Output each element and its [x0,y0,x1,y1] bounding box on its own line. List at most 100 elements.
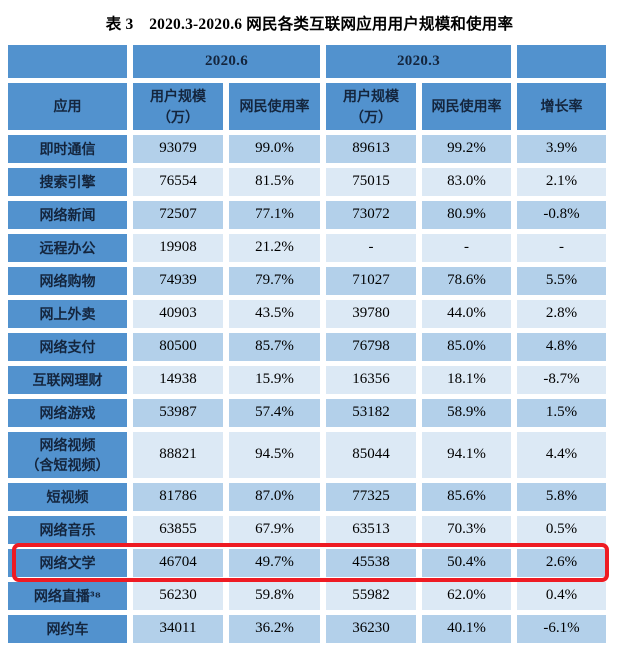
cell-usage-rate-2020-6: 59.8% [229,582,320,610]
table-caption: 表 3 2020.3-2020.6 网民各类互联网应用用户规模和使用率 [105,16,514,33]
header-period-2020-3: 2020.3 [326,45,511,78]
cell-user-scale-2020-3: 53182 [326,399,416,427]
cell-user-scale-2020-3: 85044 [326,432,416,478]
row-app-label: 网络文学 [8,549,127,577]
cell-growth-rate: 0.4% [517,582,606,610]
cell-user-scale-2020-3: 76798 [326,333,416,361]
row-app-label: 网络游戏 [8,399,127,427]
row-app-label: 网络新闻 [8,201,127,229]
cell-user-scale-2020-6: 46704 [133,549,223,577]
cell-user-scale-2020-3: 71027 [326,267,416,295]
row-app-label: 网络支付 [8,333,127,361]
header-corner-right [517,45,606,78]
cell-usage-rate-2020-3: 99.2% [422,135,511,163]
cell-user-scale-2020-3: 89613 [326,135,416,163]
cell-usage-rate-2020-3: 18.1% [422,366,511,394]
row-app-label: 网约车 [8,615,127,643]
cell-usage-rate-2020-3: 94.1% [422,432,511,478]
row-app-label: 即时通信 [8,135,127,163]
row-app-label: 远程办公 [8,234,127,262]
cell-usage-rate-2020-3: 85.6% [422,483,511,511]
cell-user-scale-2020-3: 16356 [326,366,416,394]
cell-user-scale-2020-6: 76554 [133,168,223,196]
row-app-label: 网络视频 （含短视频） [8,432,127,478]
header-corner-left [8,45,127,78]
cell-user-scale-2020-3: 77325 [326,483,416,511]
cell-user-scale-2020-6: 74939 [133,267,223,295]
row-app-label: 网络购物 [8,267,127,295]
header-user-scale-2020-3: 用户规模 （万） [326,83,416,130]
cell-growth-rate: 5.8% [517,483,606,511]
cell-user-scale-2020-6: 63855 [133,516,223,544]
cell-user-scale-2020-6: 72507 [133,201,223,229]
cell-usage-rate-2020-6: 99.0% [229,135,320,163]
cell-usage-rate-2020-6: 85.7% [229,333,320,361]
cell-user-scale-2020-6: 34011 [133,615,223,643]
app-usage-table: 2020.6 2020.3 应用 用户规模 （万） 网民使用率 用户规模 （万）… [8,45,606,643]
cell-usage-rate-2020-3: 44.0% [422,300,511,328]
row-app-label: 网络直播³⁸ [8,582,127,610]
header-user-scale-2020-6: 用户规模 （万） [133,83,223,130]
cell-user-scale-2020-3: - [326,234,416,262]
row-app-label: 短视频 [8,483,127,511]
cell-user-scale-2020-6: 81786 [133,483,223,511]
cell-usage-rate-2020-3: 40.1% [422,615,511,643]
cell-growth-rate: 3.9% [517,135,606,163]
cell-user-scale-2020-6: 88821 [133,432,223,478]
cell-usage-rate-2020-6: 94.5% [229,432,320,478]
header-usage-rate-2020-6: 网民使用率 [229,83,320,130]
cell-growth-rate: 2.1% [517,168,606,196]
cell-usage-rate-2020-3: 80.9% [422,201,511,229]
cell-usage-rate-2020-6: 57.4% [229,399,320,427]
header-usage-rate-2020-3: 网民使用率 [422,83,511,130]
cell-usage-rate-2020-3: - [422,234,511,262]
cell-usage-rate-2020-6: 81.5% [229,168,320,196]
cell-usage-rate-2020-6: 36.2% [229,615,320,643]
cell-user-scale-2020-3: 63513 [326,516,416,544]
cell-growth-rate: -0.8% [517,201,606,229]
cell-growth-rate: -8.7% [517,366,606,394]
cell-growth-rate: -6.1% [517,615,606,643]
cell-user-scale-2020-6: 56230 [133,582,223,610]
cell-growth-rate: 0.5% [517,516,606,544]
cell-usage-rate-2020-6: 67.9% [229,516,320,544]
cell-usage-rate-2020-3: 83.0% [422,168,511,196]
cell-usage-rate-2020-6: 15.9% [229,366,320,394]
cell-user-scale-2020-3: 39780 [326,300,416,328]
cell-user-scale-2020-6: 40903 [133,300,223,328]
header-app: 应用 [8,83,127,130]
cell-usage-rate-2020-3: 70.3% [422,516,511,544]
cell-growth-rate: 2.8% [517,300,606,328]
cell-usage-rate-2020-6: 21.2% [229,234,320,262]
cell-user-scale-2020-6: 93079 [133,135,223,163]
cell-user-scale-2020-3: 75015 [326,168,416,196]
row-app-label: 互联网理财 [8,366,127,394]
cell-growth-rate: 2.6% [517,549,606,577]
cell-usage-rate-2020-6: 43.5% [229,300,320,328]
cell-usage-rate-2020-3: 50.4% [422,549,511,577]
cell-growth-rate: 5.5% [517,267,606,295]
cell-usage-rate-2020-3: 85.0% [422,333,511,361]
row-app-label: 搜索引擎 [8,168,127,196]
cell-usage-rate-2020-3: 62.0% [422,582,511,610]
cell-usage-rate-2020-6: 77.1% [229,201,320,229]
header-period-2020-6: 2020.6 [133,45,320,78]
cell-user-scale-2020-6: 53987 [133,399,223,427]
cell-growth-rate: - [517,234,606,262]
cell-growth-rate: 1.5% [517,399,606,427]
cell-user-scale-2020-6: 14938 [133,366,223,394]
cell-growth-rate: 4.4% [517,432,606,478]
row-app-label: 网络音乐 [8,516,127,544]
header-growth-rate: 增长率 [517,83,606,130]
cell-usage-rate-2020-3: 78.6% [422,267,511,295]
cell-user-scale-2020-6: 19908 [133,234,223,262]
cell-user-scale-2020-3: 36230 [326,615,416,643]
cell-usage-rate-2020-6: 79.7% [229,267,320,295]
cell-user-scale-2020-6: 80500 [133,333,223,361]
cell-usage-rate-2020-3: 58.9% [422,399,511,427]
cell-user-scale-2020-3: 45538 [326,549,416,577]
row-app-label: 网上外卖 [8,300,127,328]
cell-user-scale-2020-3: 73072 [326,201,416,229]
cell-usage-rate-2020-6: 49.7% [229,549,320,577]
